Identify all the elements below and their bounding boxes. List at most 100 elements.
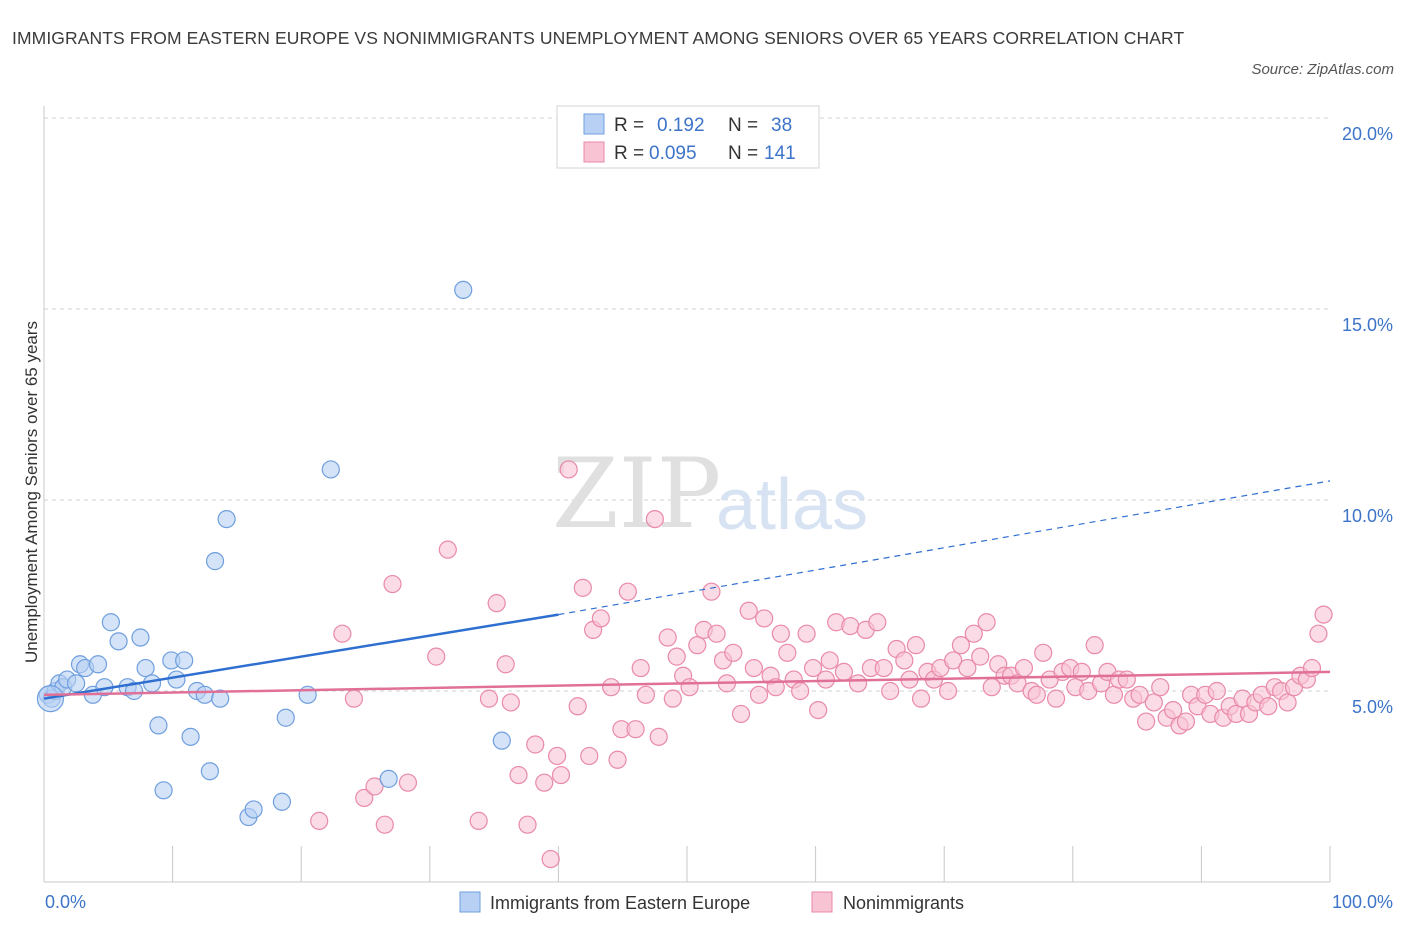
pink-point-6 — [383, 574, 402, 594]
pink-point-99 — [1046, 689, 1066, 708]
pink-point-25 — [580, 746, 599, 766]
pink-point-28 — [602, 678, 621, 697]
chart-title: IMMIGRANTS FROM EASTERN EUROPE VS NONIMM… — [12, 28, 1185, 48]
legend-n-value-blue: 38 — [771, 115, 792, 136]
pink-point-105 — [1085, 636, 1104, 655]
blue-point-36 — [321, 460, 340, 479]
pink-point-59 — [791, 681, 810, 701]
blue-point-27 — [200, 762, 219, 781]
blue-point-33 — [272, 792, 292, 811]
blue-point-17 — [136, 658, 155, 678]
pink-point-4 — [365, 777, 384, 796]
pink-point-19 — [541, 849, 560, 869]
pink-point-38 — [663, 689, 682, 708]
pink-point-12 — [487, 594, 506, 613]
pink-point-11 — [479, 689, 499, 708]
legend-swatch-pink — [583, 141, 605, 163]
pink-point-39 — [667, 647, 686, 666]
grid-lines — [44, 117, 1330, 692]
pink-point-60 — [797, 624, 816, 643]
pink-point-21 — [551, 765, 571, 785]
pink-point-141 — [1314, 605, 1333, 624]
pink-point-78 — [911, 689, 931, 708]
pink-point-45 — [707, 624, 726, 643]
pink-point-41 — [680, 678, 699, 697]
pink-point-24 — [573, 578, 592, 597]
pink-point-15 — [509, 765, 528, 785]
pink-point-77 — [906, 636, 926, 655]
pink-point-93 — [1008, 674, 1027, 693]
pink-point-8 — [427, 647, 446, 666]
pink-point-132 — [1259, 697, 1278, 716]
blue-point-23 — [175, 651, 194, 670]
pink-point-71 — [868, 613, 887, 632]
legend-n-label-pink: N = — [728, 143, 758, 164]
pink-point-83 — [944, 651, 963, 670]
pink-point-42 — [688, 636, 707, 655]
pink-point-27 — [591, 609, 610, 628]
blue-point-12 — [101, 613, 120, 632]
pink-point-51 — [744, 658, 763, 678]
y-tick-label-3: 20.0% — [1342, 124, 1393, 144]
legend-bottom-swatch-blue — [459, 891, 481, 913]
blue-point-39 — [492, 731, 511, 750]
legend-bottom-label-blue: Immigrants from Eastern Europe — [490, 893, 750, 913]
pink-point-64 — [820, 651, 839, 670]
pink-point-31 — [618, 582, 637, 601]
pink-point-18 — [535, 773, 554, 792]
y-tick-label-0: 5.0% — [1352, 697, 1393, 717]
source-label: Source: ZipAtlas.com — [1251, 61, 1394, 78]
pink-point-0 — [310, 811, 329, 830]
blue-point-16 — [131, 628, 150, 647]
pink-point-110 — [1117, 670, 1136, 689]
legend-correlation: R = 0.192 N = 38 R = 0.095 N = 141 — [556, 105, 820, 169]
pink-point-115 — [1151, 678, 1170, 697]
pink-point-22 — [559, 460, 578, 479]
pink-point-67 — [841, 616, 860, 636]
pink-point-124 — [1207, 681, 1226, 701]
pink-point-94 — [1014, 658, 1034, 678]
pink-point-112 — [1130, 685, 1149, 704]
watermark: ZIP atlas — [552, 438, 868, 550]
y-tick-label-1: 10.0% — [1342, 506, 1393, 526]
pink-point-23 — [568, 697, 587, 716]
blue-point-20 — [154, 781, 173, 800]
pink-point-103 — [1072, 662, 1091, 682]
pink-point-17 — [526, 735, 545, 754]
legend-r-label-blue: R = — [614, 115, 644, 136]
blue-point-37 — [379, 769, 398, 788]
pink-point-96 — [1027, 685, 1046, 704]
pink-point-119 — [1176, 712, 1196, 731]
pink-point-20 — [548, 746, 567, 766]
axes — [43, 106, 1331, 883]
pink-point-32 — [626, 720, 645, 739]
y-tick-labels: 5.0% 10.0% 15.0% 20.0% — [1342, 124, 1393, 717]
pink-point-72 — [874, 658, 893, 678]
legend-r-value-blue: 0.192 — [657, 115, 705, 136]
pink-point-13 — [496, 655, 515, 674]
pink-point-108 — [1104, 685, 1124, 704]
legend-bottom-swatch-pink — [811, 891, 833, 913]
y-axis-label: Unemployment Among Seniors over 65 years — [22, 321, 41, 663]
legend-series: Immigrants from Eastern Europe Nonimmigr… — [459, 891, 964, 913]
blue-point-30 — [217, 509, 236, 529]
pink-point-29 — [608, 750, 627, 769]
blue-point-24 — [181, 727, 200, 746]
blue-point-10 — [88, 655, 108, 674]
pink-trend-line — [43, 670, 1331, 697]
pink-point-82 — [938, 681, 958, 701]
legend-r-label-pink: R = — [614, 143, 644, 164]
blue-point-28 — [205, 552, 225, 571]
pink-point-85 — [958, 658, 977, 678]
pink-point-16 — [518, 815, 537, 834]
x-tick-label-0: 0.0% — [45, 892, 86, 912]
blue-point-34 — [276, 708, 295, 727]
pink-point-135 — [1278, 693, 1297, 712]
pink-point-140 — [1309, 624, 1328, 643]
pink-point-57 — [778, 643, 797, 662]
trend-lines — [43, 480, 1331, 700]
legend-swatch-blue — [583, 113, 605, 135]
x-tick-labels: 0.0% 100.0% — [45, 892, 1393, 912]
x-tick-label-1: 100.0% — [1332, 892, 1393, 912]
